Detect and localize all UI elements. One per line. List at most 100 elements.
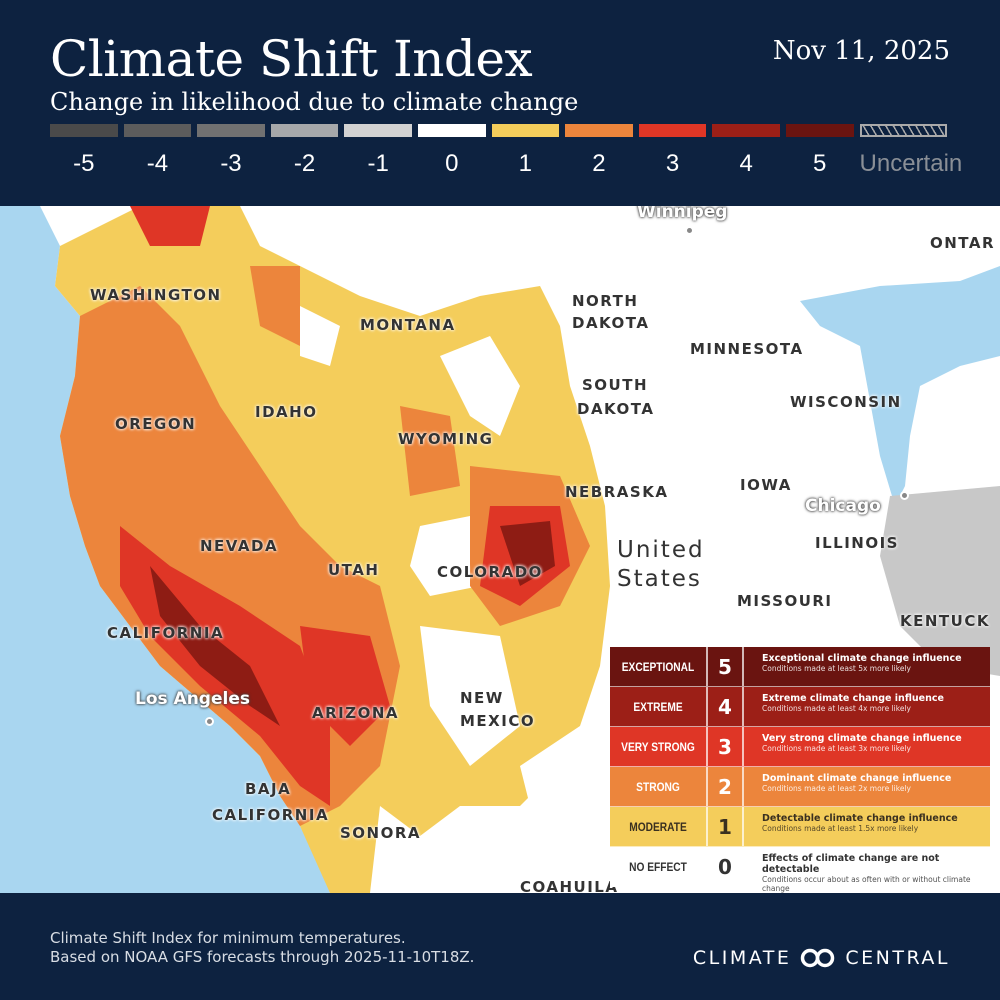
legend-category: EXTREME — [633, 699, 683, 714]
ocean — [0, 206, 330, 893]
legend-detail: Conditions occur about as often with or … — [762, 875, 971, 893]
legend-title: Very strong climate change influence — [762, 733, 962, 744]
state-label: ARIZONA — [312, 704, 400, 722]
state-label: IDAHO — [255, 403, 318, 421]
scale-swatch — [270, 124, 339, 137]
scale-label: 1 — [518, 150, 533, 177]
scale-swatch — [417, 124, 486, 137]
scale-swatch — [344, 124, 412, 137]
legend-title: Exceptional climate change influence — [762, 653, 962, 664]
city-marker-icon — [205, 717, 214, 726]
legend-title: Dominant climate change influence — [762, 773, 952, 784]
legend-category: NO EFFECT — [629, 859, 687, 874]
legend-description: Extreme climate change influence Conditio… — [744, 687, 990, 726]
scale-label: 3 — [665, 150, 680, 177]
legend-value: 3 — [706, 727, 744, 766]
legend-detail: Conditions made at least 2x more likely — [762, 784, 911, 793]
country-label: United States — [617, 536, 705, 594]
state-label: ONTAR — [930, 234, 996, 252]
map-canvas — [0, 206, 1000, 893]
legend-description: Dominant climate change influence Conditi… — [744, 767, 990, 806]
great-lakes — [800, 266, 1000, 506]
page-title: Climate Shift Index — [50, 30, 533, 88]
state-label: WASHINGTON — [90, 286, 222, 304]
date: Nov 11, 2025 — [772, 36, 950, 66]
state-label: BAJA — [245, 780, 292, 798]
state-label: CALIFORNIA — [107, 624, 225, 642]
footnote: Climate Shift Index for minimum temperat… — [50, 929, 474, 967]
scale-label: -5 — [73, 150, 95, 177]
state-label: NEW — [460, 689, 504, 707]
color-scale-labels: -5 -4 -3 -2 -1 0 1 2 3 4 5 Uncertain — [50, 150, 970, 178]
scale-label: 0 — [445, 150, 459, 177]
state-label: ILLINOIS — [815, 534, 899, 552]
state-label: MEXICO — [460, 712, 536, 730]
uncertain-swatch — [859, 124, 947, 137]
uncertain-region — [880, 486, 1000, 676]
state-label: MINNESOTA — [690, 340, 804, 358]
state-label: COAHUILA — [520, 878, 619, 893]
header: Climate Shift Index Change in likelihood… — [0, 0, 1000, 206]
state-label: MONTANA — [360, 316, 456, 334]
scale-label: 4 — [739, 150, 753, 177]
legend-detail: Conditions made at least 3x more likely — [762, 744, 911, 753]
legend-category: STRONG — [636, 779, 680, 794]
page-subtitle: Change in likelihood due to climate chan… — [50, 88, 579, 116]
state-label: KENTUCK — [900, 612, 990, 630]
scale-label: -4 — [146, 150, 169, 177]
scale-label: 2 — [592, 150, 606, 177]
state-label: SONORA — [340, 824, 422, 842]
state-label: OREGON — [115, 415, 197, 433]
city-label: Chicago — [805, 496, 881, 516]
legend-row: STRONG 2 Dominant climate change influence… — [610, 767, 990, 807]
state-label: UTAH — [328, 561, 380, 579]
state-label: SOUTH — [582, 376, 649, 394]
state-label: NORTH — [572, 292, 639, 310]
scale-label: -3 — [220, 150, 242, 177]
legend-detail: Conditions made at least 4x more likely — [762, 704, 911, 713]
footnote-line-2: Based on NOAA GFS forecasts through 2025… — [50, 948, 475, 966]
state-label: WISCONSIN — [790, 393, 902, 411]
legend: EXCEPTIONAL 5 Exceptional climate change i… — [610, 647, 990, 893]
legend-value: 2 — [706, 767, 744, 806]
city-marker-icon — [685, 226, 694, 235]
city-label: Los Angeles — [135, 689, 250, 709]
legend-row: MODERATE 1 Detectable climate change influ… — [610, 807, 990, 847]
logo-rings-icon — [801, 948, 835, 968]
state-label: MISSOURI — [737, 592, 833, 610]
country-label-line: United — [617, 537, 705, 563]
scale-swatch — [50, 124, 118, 137]
state-label: CALIFORNIA — [212, 806, 330, 824]
scale-swatch — [123, 124, 192, 137]
state-label: WYOMING — [398, 430, 494, 448]
scale-swatch — [785, 124, 854, 137]
legend-description: Effects of climate change are not detect… — [744, 847, 990, 893]
scale-label: 5 — [813, 150, 827, 177]
scale-swatch — [712, 124, 780, 137]
scale-swatch — [638, 124, 707, 137]
legend-value: 1 — [706, 807, 744, 846]
legend-description: Detectable climate change influence Condi… — [744, 807, 990, 846]
legend-detail: Conditions made at least 5x more likely — [762, 664, 911, 673]
legend-title: Extreme climate change influence — [762, 693, 944, 704]
legend-value: 4 — [706, 687, 744, 726]
uncertain-label: Uncertain — [859, 150, 963, 177]
legend-category: VERY STRONG — [621, 739, 695, 754]
legend-category: EXCEPTIONAL — [621, 659, 695, 674]
city-label: Winnipeg — [637, 206, 728, 222]
scale-label: -1 — [367, 150, 389, 177]
legend-category: MODERATE — [629, 819, 687, 834]
map[interactable]: WASHINGTON MONTANA NORTH DAKOTA MINNESOTA SOU… — [0, 206, 1000, 893]
footer: Climate Shift Index for minimum temperat… — [0, 893, 1000, 1000]
scale-swatch — [565, 124, 633, 137]
state-label: NEVADA — [200, 537, 279, 555]
brand-right: CENTRAL — [845, 947, 950, 969]
country-label-line: States — [617, 566, 702, 592]
state-label: IOWA — [740, 476, 792, 494]
legend-value: 5 — [706, 647, 744, 686]
state-label: DAKOTA — [577, 400, 655, 418]
scale-label: -2 — [293, 150, 316, 177]
scale-swatch — [197, 124, 265, 137]
climate-central-logo: CLIMATE CENTRAL — [693, 947, 950, 969]
state-label: NEBRASKA — [565, 483, 669, 501]
